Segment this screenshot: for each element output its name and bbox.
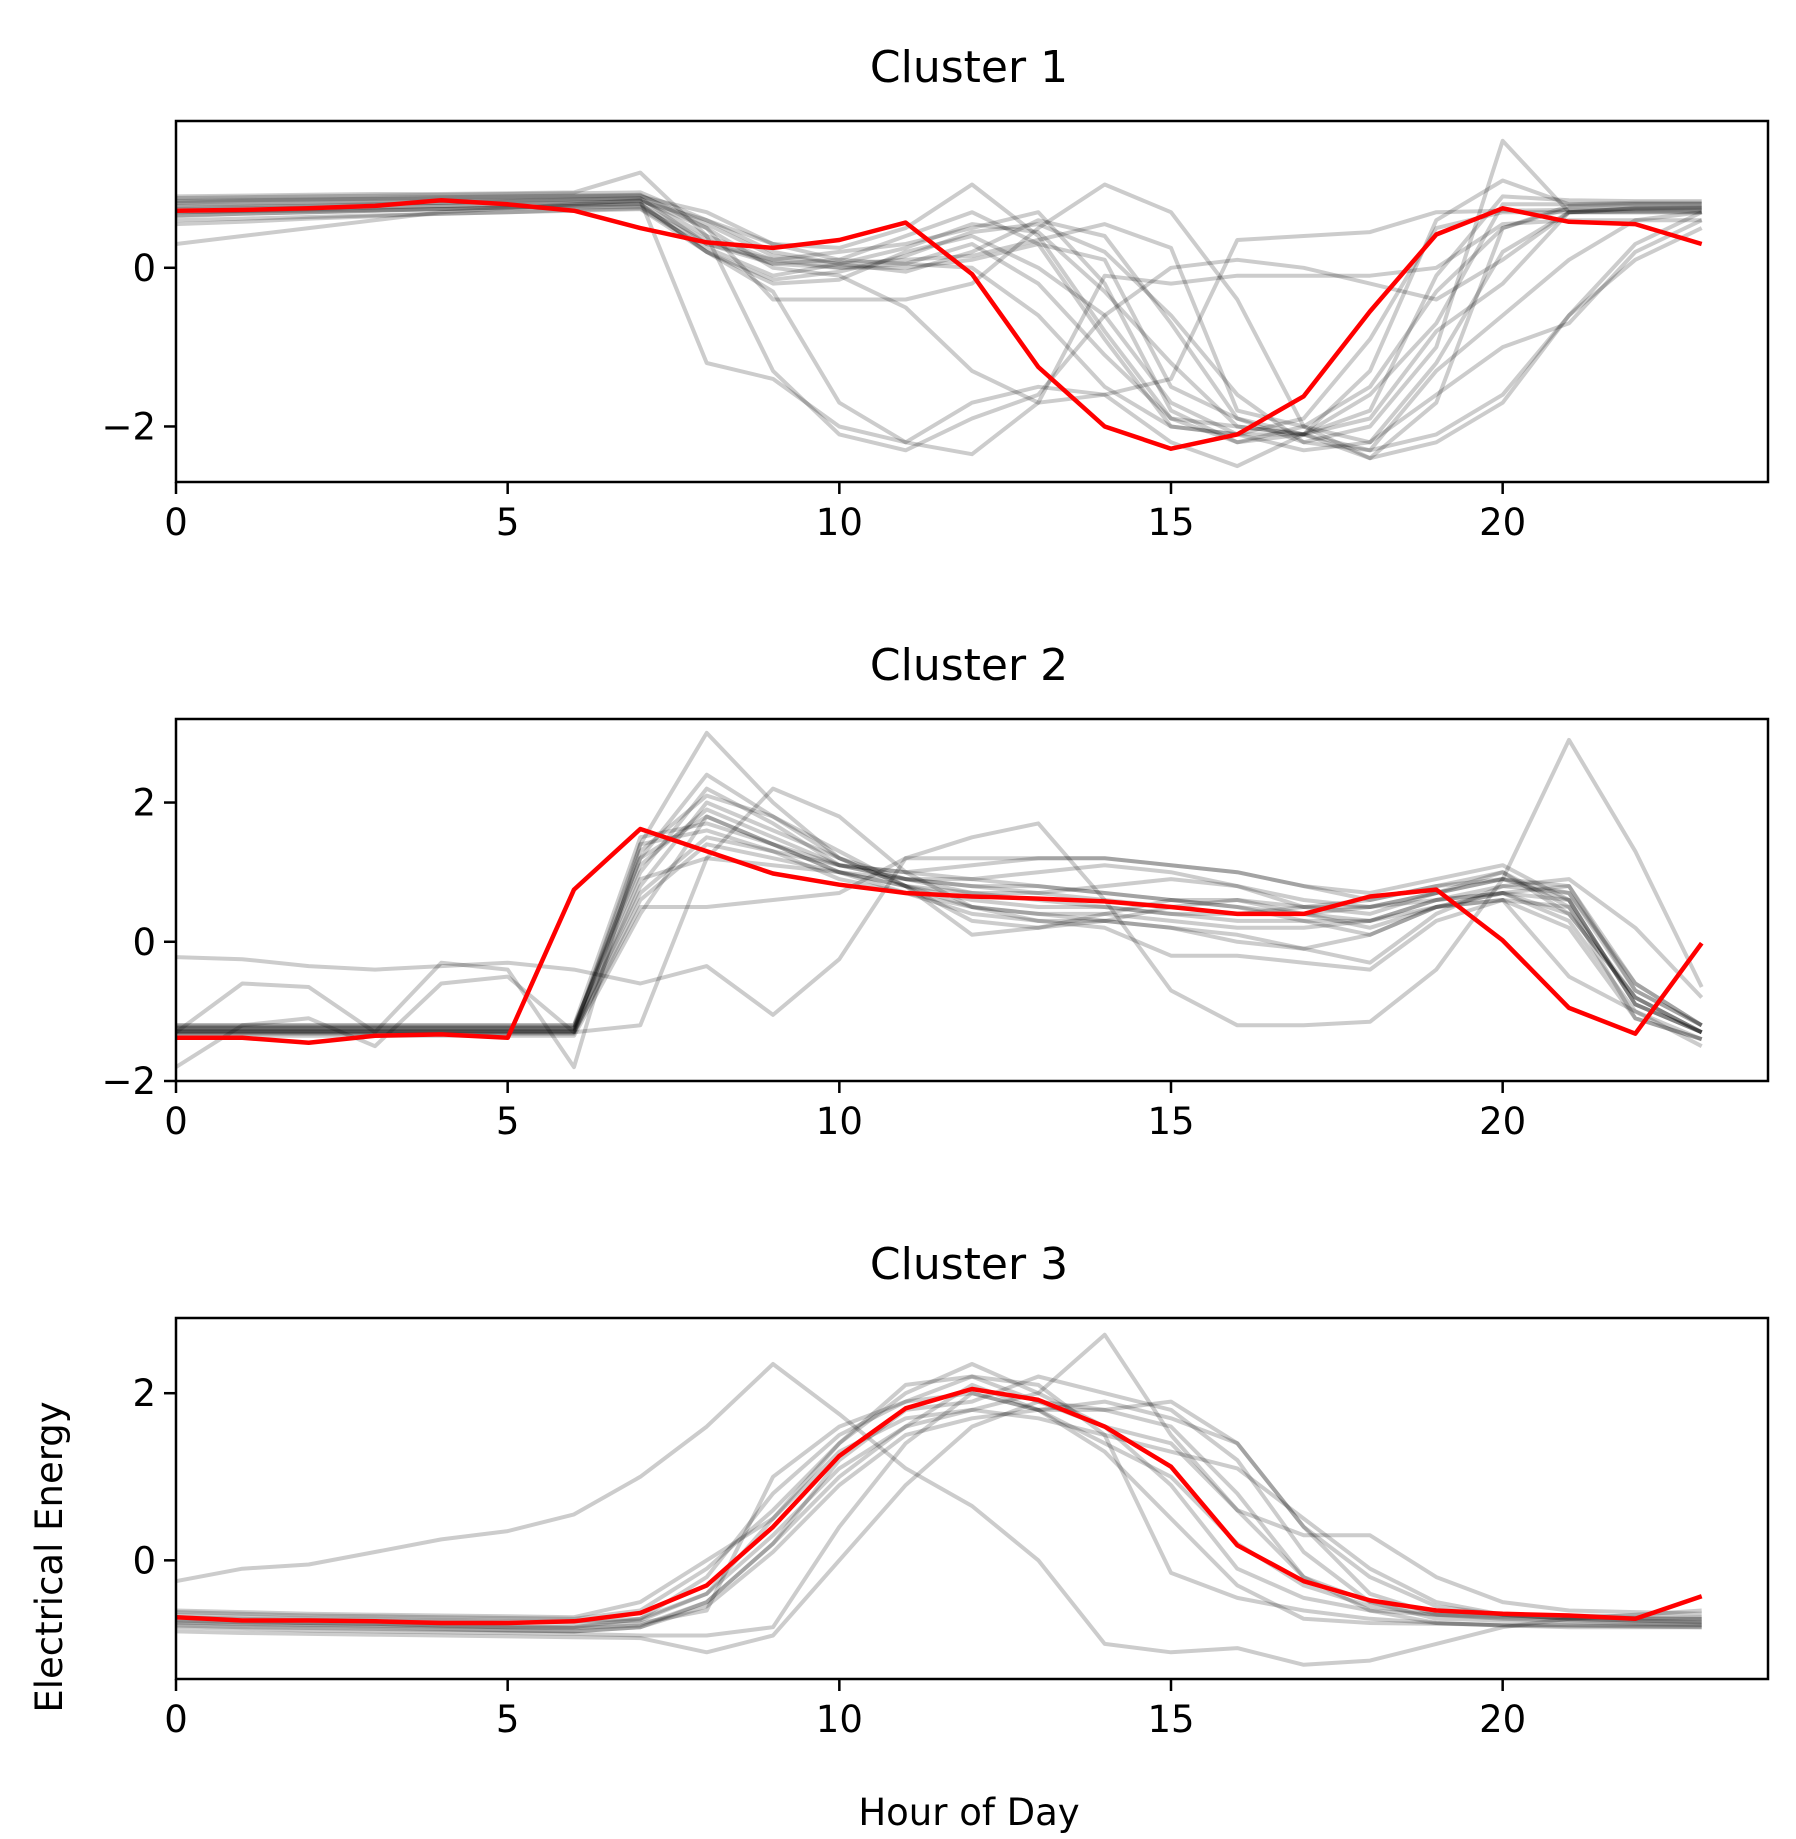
- x-tick-label: 0: [164, 501, 188, 544]
- member-series-line-13: [176, 821, 1703, 1028]
- y-tick-label: −2: [101, 405, 156, 448]
- y-tick-label: 0: [132, 921, 156, 964]
- x-axis-label: Hour of Day: [858, 1791, 1079, 1834]
- member-series-line-6: [176, 786, 1703, 1035]
- member-series-line-12: [176, 206, 1703, 445]
- y-tick-label: 2: [132, 782, 156, 825]
- cluster-3-title: Cluster 3: [870, 1239, 1068, 1290]
- member-series-line-7: [176, 814, 1703, 1042]
- x-tick-label: 15: [1147, 501, 1194, 544]
- x-tick-label: 15: [1147, 1698, 1194, 1741]
- x-tick-label: 20: [1479, 501, 1526, 544]
- y-tick-label: 0: [132, 1539, 156, 1582]
- member-series-line-1: [176, 737, 1704, 1028]
- y-axis-label: Electrical Energy: [28, 1401, 71, 1712]
- x-tick-label: 0: [164, 1100, 188, 1143]
- member-series-line-14: [176, 856, 1703, 1035]
- y-tick-label: 2: [132, 1372, 156, 1415]
- member-series-line-5: [176, 1374, 1702, 1634]
- member-series-line-11: [176, 793, 1703, 1035]
- member-series-line-6: [176, 1382, 1702, 1624]
- x-tick-label: 20: [1479, 1100, 1526, 1143]
- x-tick-label: 10: [816, 1100, 863, 1143]
- member-series-line-1: [176, 1362, 1702, 1667]
- x-tick-label: 20: [1479, 1698, 1526, 1741]
- member-series-line-15: [176, 814, 1703, 1042]
- y-tick-label: 0: [132, 247, 156, 290]
- y-tick-label: −2: [101, 1060, 156, 1103]
- cluster-2-title: Cluster 2: [870, 640, 1068, 691]
- member-series-line-7: [176, 1399, 1702, 1655]
- member-series-line-7: [176, 182, 1703, 461]
- x-tick-label: 5: [496, 1698, 520, 1741]
- member-series-line-9: [176, 807, 1703, 1035]
- member-series-line-10: [176, 202, 1702, 445]
- cluster-1-panel: Cluster 1 0 5 10 15 20 0 −2: [101, 42, 1770, 544]
- member-series-line-13: [176, 178, 1702, 437]
- member-series-line-15: [176, 201, 1702, 453]
- centroid-series-line: [176, 1386, 1703, 1626]
- x-tick-label: 0: [164, 1698, 188, 1741]
- member-series-line-14: [176, 202, 1702, 437]
- member-series-line-5: [176, 198, 1703, 469]
- member-series-line-8: [176, 207, 1702, 457]
- x-tick-label: 15: [1147, 1100, 1194, 1143]
- x-tick-label: 5: [496, 1100, 520, 1143]
- centroid-series-line: [176, 198, 1703, 451]
- axes-frame: [174, 1316, 1770, 1681]
- axes-frame: [174, 717, 1770, 1083]
- x-tick-label: 10: [816, 501, 863, 544]
- x-tick-label: 5: [496, 501, 520, 544]
- member-series-line-8: [176, 828, 1703, 1033]
- member-series-line-1: [176, 194, 1702, 437]
- member-series-line-3: [176, 202, 1702, 453]
- member-series-line-11: [176, 1374, 1702, 1621]
- axes-frame: [174, 119, 1770, 484]
- member-series-line-16: [176, 193, 1702, 437]
- member-series-line-10: [176, 1399, 1702, 1634]
- member-series-line-10: [176, 842, 1703, 1042]
- member-series-line-2: [176, 1374, 1702, 1630]
- member-series-line-16: [176, 835, 1703, 1031]
- member-series-line-4: [176, 170, 1702, 453]
- cluster-1-title: Cluster 1: [870, 42, 1068, 93]
- member-series-line-4: [176, 772, 1703, 1035]
- member-series-line-6: [176, 182, 1702, 461]
- member-series-line-3: [176, 1362, 1702, 1620]
- centroid-series-line: [176, 826, 1704, 1045]
- member-series-line-3: [176, 786, 1703, 1069]
- member-series-line-4: [176, 1391, 1702, 1638]
- member-series-line-12: [176, 1407, 1702, 1630]
- x-tick-label: 10: [816, 1698, 863, 1741]
